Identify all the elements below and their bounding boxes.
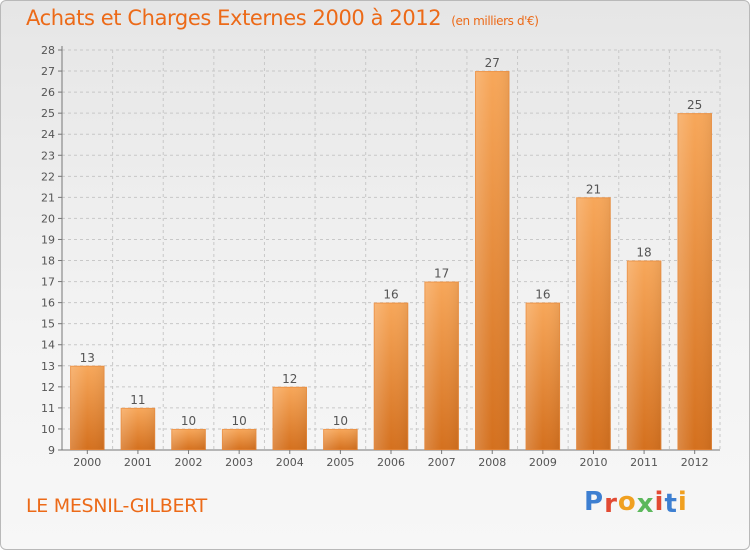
y-tick-label: 21 xyxy=(41,191,55,204)
value-label: 25 xyxy=(687,98,702,112)
y-tick-label: 13 xyxy=(41,360,55,373)
logo-letter: x xyxy=(636,489,655,519)
y-tick-label: 11 xyxy=(41,402,55,415)
labels: 9 10 11 12 13 14 15 16 17 18 19 20 21 22 23 24 25 26 27 28 1… xyxy=(41,44,709,469)
bar-shine xyxy=(221,428,257,450)
logo-letter: i xyxy=(654,487,665,517)
bar-shine xyxy=(272,386,307,450)
value-label: 27 xyxy=(485,56,500,70)
x-tick-label: 2008 xyxy=(478,456,506,469)
y-tick-label: 17 xyxy=(41,276,55,289)
bar-outline xyxy=(373,302,409,451)
bar-shine xyxy=(70,365,105,450)
value-label: 10 xyxy=(232,414,247,428)
y-tick-label: 28 xyxy=(41,44,55,57)
bar-shine xyxy=(120,407,156,450)
x-tick-label: 2007 xyxy=(428,456,456,469)
bar-outline xyxy=(677,113,712,450)
bar-outline xyxy=(120,407,156,451)
value-label: 16 xyxy=(535,288,550,302)
logo-letter: i xyxy=(677,487,688,517)
bar-outline xyxy=(475,71,510,450)
y-tick-label: 19 xyxy=(41,233,55,246)
bar-outline xyxy=(221,428,257,450)
logo-letter: P xyxy=(584,487,605,517)
y-tick-label: 10 xyxy=(41,423,55,436)
y-tick-label: 23 xyxy=(41,149,55,162)
value-label: 16 xyxy=(383,288,398,302)
x-tick-label: 2000 xyxy=(73,456,101,469)
bar-shine xyxy=(677,113,712,450)
logo-letter: o xyxy=(617,487,637,517)
y-tick-label: 22 xyxy=(41,170,55,183)
x-tick-label: 2010 xyxy=(579,456,607,469)
x-tick-label: 2004 xyxy=(276,456,304,469)
x-tick-label: 2002 xyxy=(175,456,203,469)
bar-outline xyxy=(272,386,307,450)
y-tick-label: 9 xyxy=(48,444,55,457)
value-label: 18 xyxy=(636,246,651,260)
value-label: 17 xyxy=(434,267,449,281)
title-text: Achats et Charges Externes 2000 à 2012 xyxy=(26,6,442,30)
value-label: 21 xyxy=(586,182,601,196)
value-label: 11 xyxy=(130,393,145,407)
bar-outline xyxy=(70,365,105,450)
value-label: 12 xyxy=(282,372,297,386)
x-tick-label: 2005 xyxy=(326,456,354,469)
bar-shine xyxy=(475,71,510,450)
y-tick-label: 24 xyxy=(41,128,55,141)
y-tick-label: 26 xyxy=(41,86,55,99)
bars xyxy=(70,71,712,451)
bar-shine xyxy=(626,260,662,450)
x-tick-label: 2012 xyxy=(681,456,709,469)
bar-outline xyxy=(525,302,561,451)
y-tick-label: 20 xyxy=(41,212,55,225)
y-tick-label: 12 xyxy=(41,381,55,394)
x-tick-label: 2006 xyxy=(377,456,405,469)
y-tick-label: 18 xyxy=(41,255,55,268)
bar-outline xyxy=(576,197,611,450)
y-tick-label: 15 xyxy=(41,318,55,331)
x-tick-label: 2001 xyxy=(124,456,152,469)
bar-shine xyxy=(171,428,206,450)
bar-shine xyxy=(373,302,409,450)
chart-title: Achats et Charges Externes 2000 à 2012 (e… xyxy=(26,6,539,30)
y-tick-label: 27 xyxy=(41,65,55,78)
bar-outline xyxy=(424,281,459,450)
value-label: 10 xyxy=(333,414,348,428)
y-tick-label: 16 xyxy=(41,297,55,310)
unit-label: (en milliers d'€) xyxy=(451,14,539,28)
bar-shine xyxy=(525,302,561,450)
x-tick-label: 2003 xyxy=(225,456,253,469)
bar-shine xyxy=(576,197,611,450)
bar-shine xyxy=(424,281,459,450)
bar-outline xyxy=(171,428,206,450)
bar-outline xyxy=(323,428,358,450)
y-tick-label: 14 xyxy=(41,339,55,352)
x-tick-label: 2009 xyxy=(529,456,557,469)
commune-name: LE MESNIL-GILBERT xyxy=(26,495,207,517)
logo-letter: t xyxy=(664,489,678,519)
bar-outline xyxy=(626,260,662,450)
x-tick-label: 2011 xyxy=(630,456,658,469)
y-tick-label: 25 xyxy=(41,107,55,120)
value-label: 10 xyxy=(181,414,196,428)
bar-shine xyxy=(323,428,358,450)
value-label: 13 xyxy=(80,351,95,365)
proxiti-logo[interactable]: Proxiti xyxy=(584,487,688,519)
logo-letter: r xyxy=(604,489,618,519)
